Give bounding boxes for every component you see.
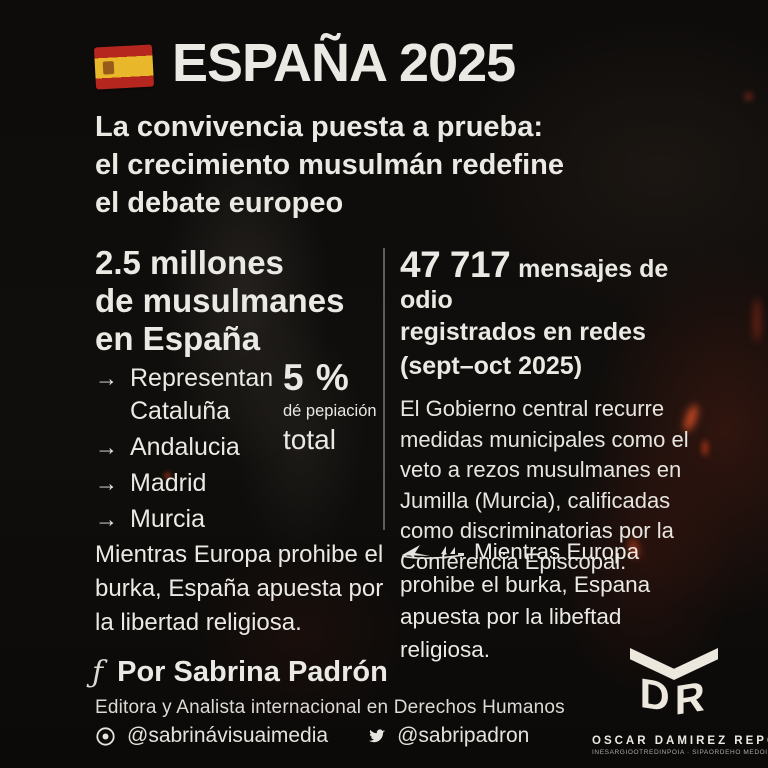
stat-caption: dé pepiación [283,402,377,420]
ember-glow [744,92,753,101]
list-item: → Murcia [95,503,273,536]
brand-tagline: INESARGIOOTREDINPOIA · SIPAORDEHO MEDOIN… [592,749,768,756]
column-divider [383,248,385,530]
signature-icon: ƒ [92,654,104,690]
stat-label: mensajes de odio [400,255,669,314]
boats-icon [400,542,466,562]
spain-flag-icon [93,44,155,90]
dr-monogram-icon: D R [630,648,718,724]
population-percent-stat: 5 % dé pepiación total [283,358,393,456]
europe-burka-paragraph: Mientras Europa prohibe el burka, España… [95,541,384,636]
bullet-label: Madrid [130,469,207,497]
left-stat-heading-line: 2.5 millones [95,244,284,281]
arrow-right-icon: → [95,434,118,460]
author-name: Por Sabrina Padrón [117,656,388,688]
left-stat-heading-line: de musulmanes [95,282,345,319]
twitter-icon [364,727,386,746]
stat-value: 47 717 [400,244,511,285]
stat-line: registrados en redes [400,318,646,346]
government-paragraph: El Gobierno central recurre medidas muni… [400,396,689,574]
subtitle: La convivencia puesta a prueba: el creci… [95,108,675,222]
monogram-letter-r: R [675,672,705,723]
monogram-letter-d: D [640,669,670,720]
list-item: → Andalucia [95,431,273,464]
brand-name: OSCAR DAMIREZ REPORTS [592,735,768,747]
hate-messages-stat: 47 717 mensajes de odio [400,244,712,315]
bullet-label: Representan Cataluña [130,364,274,425]
arrow-right-icon: → [95,365,118,391]
page-title: ESPAÑA 2025 [172,33,516,93]
subtitle-line: La convivencia puesta a prueba: [95,111,544,143]
subtitle-line: el debate europeo [95,187,344,219]
list-item: → Representan Cataluña [95,362,273,428]
stat-value: 5 % [283,357,350,398]
list-item: → Madrid [95,467,273,500]
arrow-right-icon: → [95,506,118,532]
instagram-handle: @sabrinávisuaimedia [127,724,329,747]
left-stat-heading: 2.5 millones de musulmanes en España [95,244,344,358]
paragraph-text: Mientras Europa prohibe el burka, Espana… [400,539,651,662]
region-bullet-list: → Representan Cataluña → Andalucia → Mad… [95,362,273,539]
stat-caption: total [283,424,336,455]
bullet-label: Murcia [130,505,206,533]
ember-glow [754,298,760,342]
left-stat-heading-line: en España [95,320,261,357]
stat-line: (sept–oct 2025) [400,352,583,380]
twitter-handle: @sabripadron [397,724,530,747]
arrow-right-icon: → [95,470,118,496]
bullet-label: Andalucia [130,433,240,461]
brand-logo: D R OSCAR DAMIREZ REPORTS INESARGIOOTRED… [592,640,768,756]
europe-burka-paragraph-2: Mientras Europa prohibe el burka, Espana… [400,536,682,666]
social-handles-row: @sabrinávisuaimedia @sabripadron [95,724,529,748]
instagram-icon [95,726,116,747]
author-role: Editora y Analista internacional en Dere… [95,697,565,718]
subtitle-line: el crecimiento musulmán redefine [95,149,564,181]
byline-row: ƒ Por Sabrina Padrón [92,656,388,689]
right-column: 47 717 mensajes de odio registrados en re… [400,244,712,577]
